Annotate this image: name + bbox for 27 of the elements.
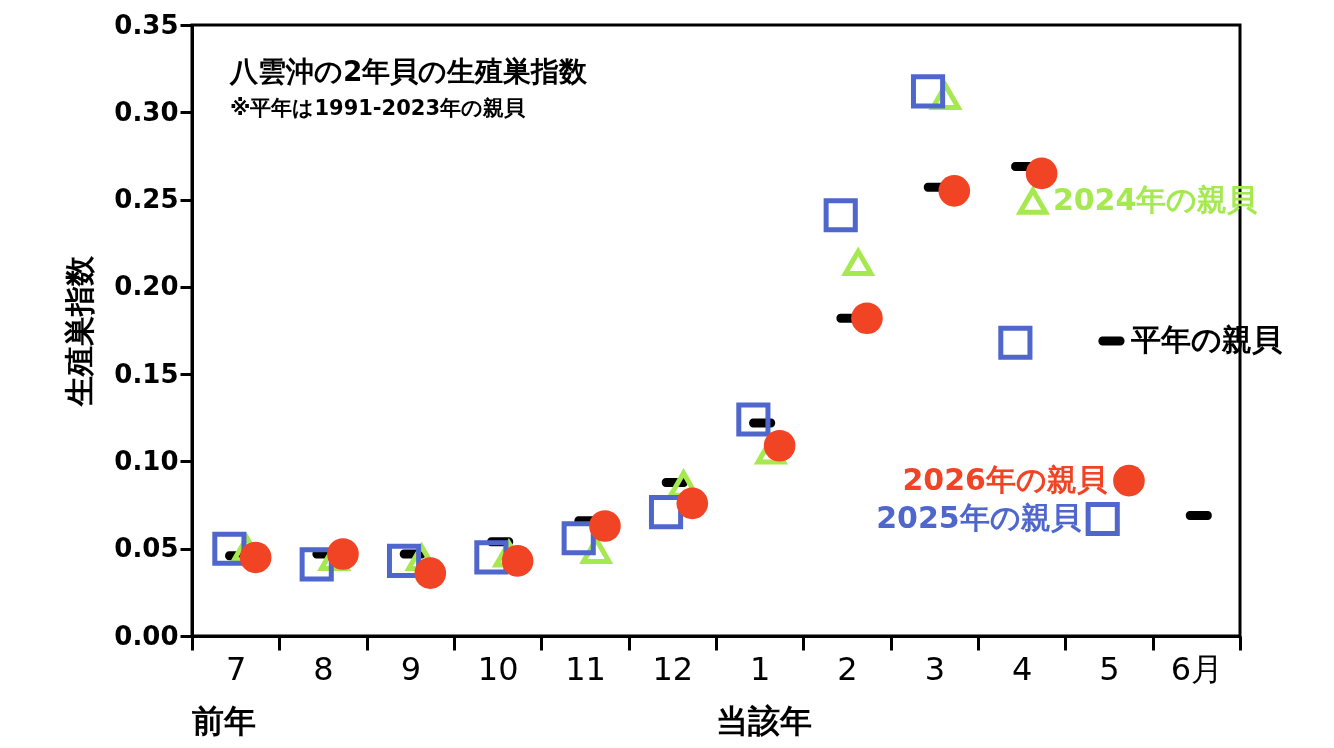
text: 八雲沖の2年貝の生殖巣指数 — [229, 55, 589, 88]
y-tick-label: 0.20 — [114, 271, 179, 302]
text: ※平年は1991-2023年の親貝 — [230, 96, 527, 120]
x-tick-label: 9 — [400, 649, 422, 688]
x-tick-label: 3 — [924, 649, 946, 688]
y-tick-label: 0.35 — [114, 9, 179, 40]
x-tick-label: 8 — [313, 649, 334, 688]
y-tick-label: 0.15 — [114, 358, 179, 389]
x-tick-label: 10 — [477, 649, 519, 688]
y-tick-label: 0.30 — [114, 96, 179, 127]
y-tick-label: 0.00 — [114, 620, 179, 651]
series-label: 2026年の親貝 — [902, 461, 1108, 497]
series-label: 2025年の親貝 — [876, 500, 1082, 536]
text: 当該年 — [716, 702, 812, 740]
x-tick-label: 6月 — [1170, 649, 1224, 688]
text: 前年 — [192, 702, 256, 740]
x-tick-label: 2 — [837, 649, 858, 688]
y-tick-label: 0.10 — [114, 445, 179, 476]
x-tick-label: 7 — [225, 649, 247, 688]
x-tick-label: 5 — [1099, 649, 1120, 688]
x-tick-label: 12 — [652, 649, 694, 688]
x-tick-label: 1 — [749, 649, 771, 688]
y-tick-label: 0.05 — [114, 533, 179, 564]
x-tick-label: 4 — [1011, 649, 1033, 688]
y-axis-title: 生殖巣指数 — [62, 255, 98, 407]
y-tick-label: 0.25 — [114, 184, 179, 215]
x-tick-label: 11 — [565, 649, 606, 688]
